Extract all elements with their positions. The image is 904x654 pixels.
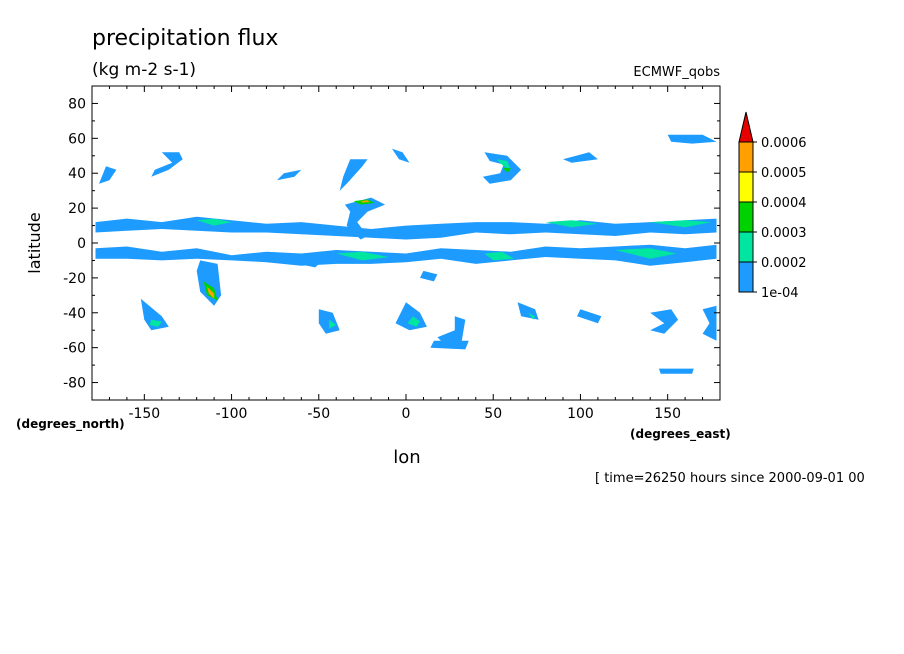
contour-storm-south-small-1: [297, 260, 319, 268]
contour-storm-south-atlantic-1-core: [329, 319, 337, 329]
y-tick-label: 20: [68, 201, 86, 217]
colorbar-swatch: [738, 141, 754, 173]
colorbar-label: 1e-04: [761, 286, 799, 301]
contour-itcz-north-band: [95, 216, 717, 240]
contour-south-band-core-2: [615, 248, 677, 259]
contour-storm-north-atlantic-small: [392, 148, 410, 163]
colorbar-swatch: [738, 231, 754, 263]
y-tick-label: -20: [63, 271, 86, 287]
contour-storm-south-indian-2-core: [528, 312, 536, 320]
contour-storm-south-indian-streak: [430, 340, 469, 350]
contour-south-band-core-3: [484, 251, 515, 261]
contour-storm-south-pacific-core-2: [207, 286, 215, 299]
contour-storm-south-pacific-hook: [140, 298, 169, 331]
contour-storm-south-east-streak: [577, 309, 602, 324]
y-tick-label: -60: [63, 341, 86, 357]
colorbar-swatch: [738, 171, 754, 203]
y-axis-label: latitude: [25, 212, 44, 273]
colorbar-max-arrow: [738, 111, 754, 143]
colorbar-swatch: [738, 201, 754, 233]
contour-storm-south-atlantic-2: [395, 302, 427, 331]
contour-storm-north-arc-50-core-2: [503, 168, 511, 172]
time-label: [ time=26250 hours since 2000-09-01 00: [595, 471, 865, 486]
contour-storm-south-far: [658, 368, 694, 374]
chart-title: precipitation flux: [92, 26, 278, 51]
contour-north-band-core-1: [196, 218, 232, 226]
y-axis-ticks: 80 60 40 20 0 -20 -40 -60 -80: [63, 85, 720, 401]
x-tick-label: -50: [307, 406, 330, 422]
chart-subtitle: (kg m-2 s-1): [92, 60, 196, 80]
y-tick-label: -40: [63, 306, 86, 322]
y-tick-label: 40: [68, 166, 86, 182]
colorbar-label: 0.0006: [761, 136, 807, 151]
dataset-label: ECMWF_qobs: [633, 65, 720, 80]
y-tick-label: 0: [77, 236, 86, 252]
x-tick-label: -150: [128, 406, 160, 422]
contour-storm-north-west-atlantic: [339, 159, 368, 191]
contour-storm-equatorial-small: [420, 270, 438, 282]
contour-south-band-core-1: [336, 251, 389, 261]
colorbar-label: 0.0004: [761, 196, 807, 211]
x-units-label: (degrees_east): [630, 427, 731, 442]
x-tick-label: 0: [402, 406, 411, 422]
y-tick-label: -80: [63, 376, 86, 392]
contour-storm-north-left-edge: [99, 166, 117, 184]
contour-itcz-south-band: [95, 244, 717, 266]
contour-storm-north-pacific-streak: [276, 169, 302, 181]
colorbar: 1e-04 0.0002 0.0003 0.0004 0.0005 0.0006: [738, 111, 807, 301]
contour-north-band-core-2: [545, 220, 598, 228]
contour-north-band-core-3: [650, 220, 712, 228]
contour-storm-north-atlantic-core-2: [360, 200, 370, 203]
contour-storm-south-indian-1: [437, 316, 466, 345]
y-tick-label: 60: [68, 131, 86, 147]
colorbar-label: 0.0002: [761, 256, 807, 271]
y-units-label: (degrees_north): [16, 417, 125, 432]
contour-storm-north-pacific-cyclone: [151, 152, 183, 177]
contour-storm-north-atlantic: [344, 197, 386, 240]
x-axis-label: lon: [393, 447, 420, 468]
colorbar-label: 0.0005: [761, 166, 807, 181]
x-tick-label: 100: [567, 406, 594, 422]
contour-storm-south-pacific-hook-core: [149, 319, 162, 327]
contour-storm-south-east-1: [650, 309, 679, 334]
contour-storm-south-east-2: [702, 305, 717, 341]
colorbar-swatch: [738, 261, 754, 293]
contour-storm-north-east-streak: [563, 152, 598, 163]
contour-storm-south-indian-2: [517, 302, 539, 320]
y-tick-label: 80: [68, 96, 86, 112]
x-tick-label: -100: [216, 406, 248, 422]
contour-storm-north-right-edge: [667, 134, 717, 144]
x-axis-ticks: -150 -100 -50 0 50 100 150: [91, 86, 721, 422]
contour-storm-north-arc-50: [482, 152, 522, 184]
contour-storm-south-atlantic-2-core: [407, 316, 420, 327]
contour-fills: [95, 134, 717, 374]
contour-storm-south-pacific: [196, 260, 222, 306]
plot-frame: [91, 85, 721, 401]
x-tick-label: 150: [654, 406, 681, 422]
contour-storm-north-arc-50-core: [496, 159, 511, 170]
x-tick-label: 50: [484, 406, 502, 422]
colorbar-label: 0.0003: [761, 226, 807, 241]
